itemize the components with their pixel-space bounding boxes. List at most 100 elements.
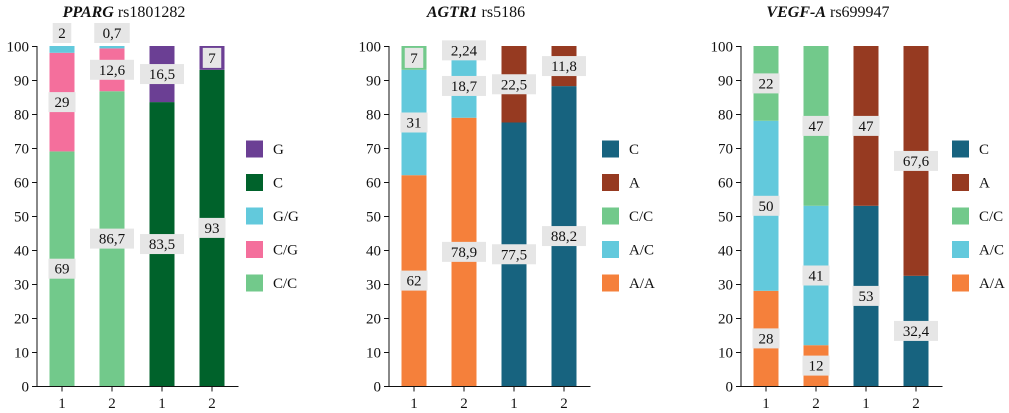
- data-label-box: [752, 73, 780, 94]
- x-tick-label: 1: [862, 396, 870, 412]
- data-label-box: [404, 47, 424, 68]
- chart-title-snp: rs5186: [478, 4, 526, 21]
- y-tick-label: 0: [726, 380, 734, 396]
- y-tick-label: 50: [14, 210, 29, 226]
- legend-swatch: [952, 140, 969, 158]
- legend-swatch: [602, 207, 619, 225]
- data-label-box: [90, 59, 134, 80]
- legend-label: C/C: [273, 276, 297, 292]
- chart-title-gene: VEGF-A: [766, 4, 826, 21]
- y-tick-label: 70: [366, 142, 381, 158]
- data-label: 29: [55, 95, 70, 111]
- legend-swatch: [602, 140, 619, 158]
- legend-label: A: [979, 176, 990, 192]
- data-label: 86,7: [99, 232, 126, 248]
- data-label-box: [140, 64, 184, 85]
- legend-label: C/C: [979, 209, 1003, 225]
- data-label: 93: [205, 221, 220, 237]
- data-label-box: [202, 47, 222, 68]
- x-tick-label: 1: [410, 396, 418, 412]
- data-label-box: [48, 258, 76, 279]
- y-tick-label: 40: [718, 244, 733, 260]
- y-tick-label: 90: [366, 74, 381, 90]
- data-label: 22: [759, 76, 774, 92]
- data-label-box: [140, 234, 184, 255]
- legend-label: A/A: [629, 276, 655, 292]
- y-tick-label: 10: [718, 346, 733, 362]
- data-label: 77,5: [501, 247, 527, 263]
- data-label-box: [198, 217, 226, 238]
- legend-label: C: [979, 142, 989, 158]
- legend-swatch: [246, 274, 263, 292]
- y-tick-label: 60: [366, 176, 381, 192]
- data-label-box: [894, 150, 938, 171]
- data-label: 12: [809, 359, 824, 375]
- data-label: 0,7: [103, 26, 122, 42]
- y-tick-label: 80: [718, 108, 733, 124]
- x-tick-label: 2: [460, 396, 468, 412]
- legend-label: A/C: [629, 243, 654, 259]
- data-label: 22,5: [501, 77, 527, 93]
- data-label-box: [400, 270, 428, 291]
- y-tick-label: 90: [718, 74, 733, 90]
- legend-swatch: [952, 207, 969, 225]
- data-label-box: [852, 115, 880, 136]
- data-label-box: [492, 74, 536, 95]
- legend-swatch: [952, 241, 969, 258]
- chart-title-snp: rs1801282: [114, 4, 186, 21]
- y-tick-label: 100: [711, 40, 734, 56]
- y-tick-label: 30: [718, 278, 733, 294]
- y-tick-label: 90: [14, 74, 29, 90]
- data-label: 2,24: [451, 43, 478, 59]
- chart-title-gene: AGTR1: [426, 4, 478, 21]
- data-label: 62: [407, 274, 422, 290]
- data-label-box: [492, 244, 536, 265]
- y-tick-label: 100: [7, 40, 30, 56]
- y-tick-label: 40: [366, 244, 381, 260]
- data-label: 18,7: [451, 79, 478, 95]
- y-tick-label: 0: [374, 380, 382, 396]
- data-label: 47: [859, 119, 875, 135]
- data-label-box: [52, 23, 72, 43]
- legend-swatch: [246, 241, 263, 258]
- legend: C A C/C A/C A/A: [602, 140, 655, 292]
- x-tick-label: 1: [762, 396, 770, 412]
- chart-title-gene: PPARG: [62, 4, 115, 21]
- data-label-box: [442, 40, 486, 61]
- data-label-box: [894, 320, 938, 341]
- y-tick-label: 20: [14, 312, 29, 328]
- data-label-box: [442, 241, 486, 262]
- data-label: 67,6: [903, 154, 930, 170]
- legend-label: A: [629, 176, 640, 192]
- x-tick-label: 2: [108, 396, 116, 412]
- data-label: 7: [410, 51, 418, 67]
- data-label-box: [400, 112, 428, 133]
- data-label-box: [48, 92, 76, 113]
- chart-panel-1: PPARG rs1801282 0 10 20 30 40 50 60 70 80 90 100 1 2 1…: [7, 4, 300, 412]
- legend-swatch: [952, 274, 969, 292]
- chart-title: VEGF-A rs699947: [766, 4, 889, 21]
- legend-swatch: [602, 241, 619, 258]
- data-label-box: [542, 226, 586, 247]
- y-tick-label: 60: [14, 176, 29, 192]
- legend: G C G/G C/G C/C: [246, 140, 299, 292]
- data-label: 47: [809, 119, 825, 135]
- data-label: 2: [58, 26, 66, 42]
- x-tick-label: 1: [58, 396, 66, 412]
- y-tick-label: 20: [718, 312, 733, 328]
- y-tick-label: 70: [14, 142, 29, 158]
- legend-swatch: [246, 207, 263, 225]
- data-label-box: [442, 75, 486, 96]
- y-tick-label: 40: [14, 244, 29, 260]
- legend-swatch: [602, 174, 619, 191]
- data-label-box: [90, 228, 134, 249]
- y-tick-label: 30: [14, 278, 29, 294]
- data-label: 12,6: [99, 63, 126, 79]
- data-label: 53: [859, 289, 874, 305]
- chart-panel-2: AGTR1 rs5186 0 10 20 30 40 50 60 70 80 90 100 1 2 1 2 62…: [359, 4, 656, 412]
- data-label: 32,4: [903, 324, 930, 340]
- y-tick-label: 10: [366, 346, 381, 362]
- chart-title-snp: rs699947: [826, 4, 890, 21]
